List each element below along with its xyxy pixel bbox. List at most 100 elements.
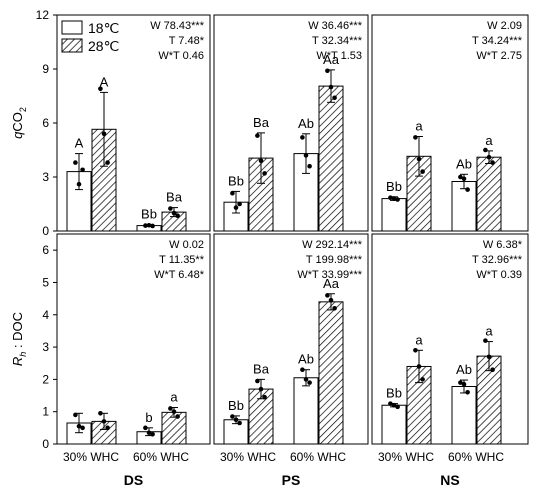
data-point xyxy=(171,210,177,216)
data-point xyxy=(420,169,425,174)
stat-text: W 292.14*** xyxy=(302,239,363,251)
stat-text: W*T 0.46 xyxy=(158,50,204,62)
stat-text: W*T 6.48* xyxy=(154,269,205,281)
y-tick-label: 4 xyxy=(42,308,49,322)
stat-text: W 2.09 xyxy=(487,20,522,32)
significance-label: b xyxy=(145,410,152,425)
data-point xyxy=(230,414,235,419)
data-point xyxy=(255,378,260,384)
data-point xyxy=(255,133,260,138)
panel-frame xyxy=(56,233,211,445)
data-point xyxy=(80,425,85,431)
data-point xyxy=(328,297,334,303)
data-point xyxy=(307,380,312,385)
data-point xyxy=(395,404,400,410)
data-point xyxy=(413,135,418,140)
panel: Bb a Ab a W 6.38* T 32.96*** W*T 0.39 xyxy=(371,233,529,445)
bar xyxy=(451,385,477,445)
panel-frame xyxy=(371,14,529,232)
data-point xyxy=(168,406,173,411)
stat-text: T 32.34*** xyxy=(312,35,363,47)
data-point xyxy=(332,306,337,311)
panel: b a W 0.02 T 11.35** W*T 6.48* xyxy=(56,233,211,445)
data-point xyxy=(303,153,309,158)
significance-label: Aa xyxy=(323,276,340,291)
y-tick-label: 6 xyxy=(42,116,49,130)
data-point xyxy=(490,367,495,372)
data-point xyxy=(262,394,267,400)
y-tick-label: 12 xyxy=(36,8,50,22)
panel-frame xyxy=(213,233,369,445)
y-axis-label-main: R xyxy=(10,357,25,366)
x-category-label: 30% WHC xyxy=(378,450,434,464)
significance-label: Bb xyxy=(228,173,244,188)
x-category-label: 30% WHC xyxy=(63,450,119,464)
data-point xyxy=(233,417,239,423)
column-label: DS xyxy=(124,472,143,488)
stat-text: W 6.38* xyxy=(483,239,523,251)
data-point xyxy=(262,171,267,176)
data-point xyxy=(490,160,495,165)
panel-frame xyxy=(371,233,529,445)
significance-label: Ab xyxy=(298,116,314,131)
data-point xyxy=(328,84,334,90)
legend-label: 28℃ xyxy=(88,38,119,54)
data-point xyxy=(73,412,78,418)
column-label: NS xyxy=(440,472,459,488)
significance-label: a xyxy=(415,332,423,347)
stat-text: T 34.24*** xyxy=(472,35,523,47)
y-tick-label: 3 xyxy=(42,170,49,184)
data-point xyxy=(76,181,82,187)
data-point xyxy=(461,381,467,387)
panel: Bb Ba Ab Aa W 292.14*** T 199.98*** W*T 33.99*… xyxy=(213,233,369,445)
significance-label: a xyxy=(415,119,423,134)
data-point xyxy=(461,176,467,182)
significance-label: Aa xyxy=(323,52,340,67)
y-axis-label-rest: CO xyxy=(10,112,25,132)
data-point xyxy=(237,420,242,426)
legend-swatch xyxy=(61,38,83,53)
stat-text: T 11.35** xyxy=(159,254,205,266)
stat-text: W*T 2.75 xyxy=(476,50,522,62)
significance-label: Ba xyxy=(253,361,270,376)
x-category-label: 60% WHC xyxy=(448,450,504,464)
y-tick-label: 0 xyxy=(42,437,49,451)
y-tick-label: 9 xyxy=(42,62,49,76)
data-point xyxy=(230,190,235,196)
bar xyxy=(318,85,344,232)
data-point xyxy=(237,201,242,207)
legend-swatch xyxy=(61,20,83,35)
data-point xyxy=(325,293,330,298)
stat-text: W 78.43*** xyxy=(150,20,205,32)
significance-label: a xyxy=(485,324,493,339)
data-point xyxy=(465,187,470,192)
data-point xyxy=(416,156,422,162)
data-point xyxy=(300,135,305,140)
significance-label: Bb xyxy=(386,386,402,401)
y-tick-label: 5 xyxy=(42,275,49,289)
data-point xyxy=(98,86,103,92)
significance-label: Ba xyxy=(253,115,270,130)
x-category-label: 60% WHC xyxy=(133,450,189,464)
data-point xyxy=(171,409,177,414)
data-point xyxy=(175,414,180,419)
bar xyxy=(451,181,477,232)
data-point xyxy=(458,174,463,180)
data-point xyxy=(80,167,85,173)
panel-frame xyxy=(213,14,369,232)
data-point xyxy=(325,68,330,74)
y-axis-label: Rh : DOC xyxy=(10,312,28,366)
significance-label: Bb xyxy=(141,207,157,222)
y-tick-label: 3 xyxy=(42,340,49,354)
bar xyxy=(476,156,502,232)
y-tick-label: 2 xyxy=(42,372,49,386)
data-point xyxy=(101,131,107,137)
stat-text: T 32.96*** xyxy=(472,254,523,266)
data-point xyxy=(233,205,239,210)
data-point xyxy=(307,163,312,169)
bar xyxy=(293,377,319,445)
x-category-label: 30% WHC xyxy=(220,450,276,464)
